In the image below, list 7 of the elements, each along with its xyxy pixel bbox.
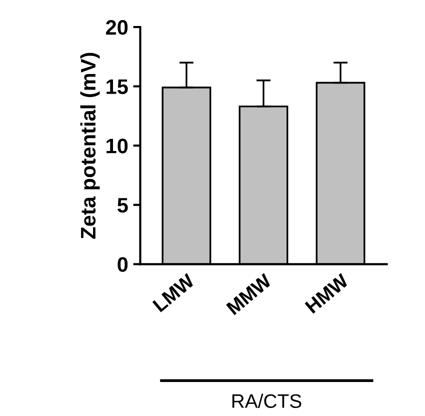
y-tick-label: 15 (106, 80, 128, 94)
y-axis-title: Zeta potential (mV) (80, 52, 100, 239)
y-tick-label: 0 (118, 257, 128, 272)
y-tick-label: 20 (106, 20, 128, 35)
y-tick-label: 5 (118, 198, 128, 213)
text: RA/CTS (232, 394, 302, 408)
y-tick-label: 10 (106, 138, 128, 154)
